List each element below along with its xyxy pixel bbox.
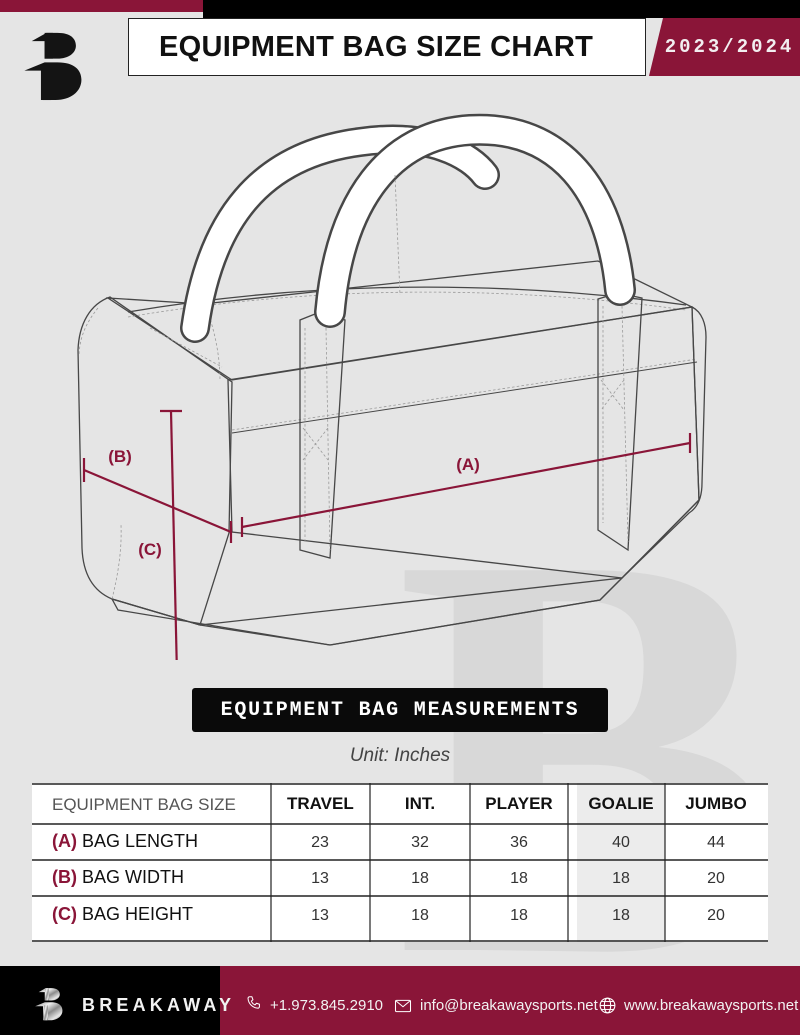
svg-text:18: 18	[510, 870, 528, 887]
svg-text:44: 44	[707, 834, 725, 851]
svg-text:18: 18	[411, 870, 429, 887]
svg-text:(C) BAG HEIGHT: (C) BAG HEIGHT	[52, 904, 193, 924]
svg-text:23: 23	[311, 834, 329, 851]
svg-text:(A) BAG LENGTH: (A) BAG LENGTH	[52, 831, 198, 851]
svg-text:18: 18	[612, 870, 630, 887]
svg-text:18: 18	[411, 907, 429, 924]
svg-text:JUMBO: JUMBO	[685, 794, 746, 813]
svg-text:EQUIPMENT BAG SIZE: EQUIPMENT BAG SIZE	[52, 795, 236, 814]
svg-text:18: 18	[510, 907, 528, 924]
svg-text:GOALIE: GOALIE	[588, 794, 653, 813]
svg-text:32: 32	[411, 834, 429, 851]
svg-text:20: 20	[707, 870, 725, 887]
svg-text:13: 13	[311, 870, 329, 887]
svg-text:20: 20	[707, 907, 725, 924]
svg-text:40: 40	[612, 834, 630, 851]
svg-text:(B) BAG WIDTH: (B) BAG WIDTH	[52, 867, 184, 887]
svg-text:13: 13	[311, 907, 329, 924]
svg-text:TRAVEL: TRAVEL	[287, 794, 354, 813]
svg-text:INT.: INT.	[405, 794, 435, 813]
svg-text:(B): (B)	[108, 447, 132, 466]
svg-text:(A): (A)	[456, 455, 480, 474]
svg-text:18: 18	[612, 907, 630, 924]
svg-text:36: 36	[510, 834, 528, 851]
svg-text:PLAYER: PLAYER	[485, 794, 552, 813]
svg-text:(C): (C)	[138, 540, 162, 559]
